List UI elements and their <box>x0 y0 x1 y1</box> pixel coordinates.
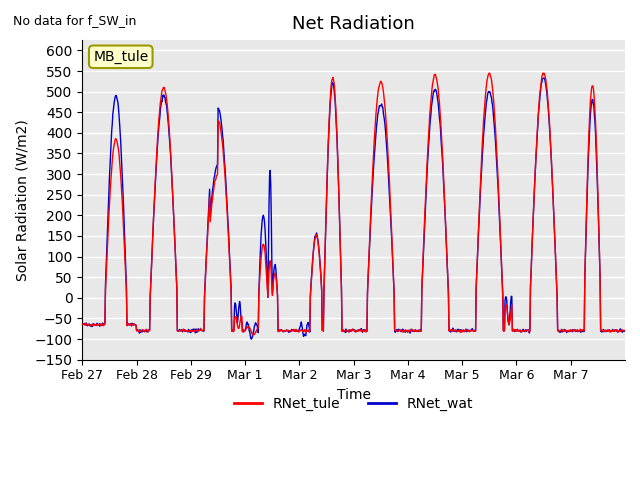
Text: No data for f_SW_in: No data for f_SW_in <box>13 14 136 27</box>
Legend: RNet_tule, RNet_wat: RNet_tule, RNet_wat <box>228 391 479 417</box>
Text: MB_tule: MB_tule <box>93 50 148 64</box>
Title: Net Radiation: Net Radiation <box>292 15 415 33</box>
X-axis label: Time: Time <box>337 388 371 402</box>
Y-axis label: Solar Radiation (W/m2): Solar Radiation (W/m2) <box>15 119 29 281</box>
